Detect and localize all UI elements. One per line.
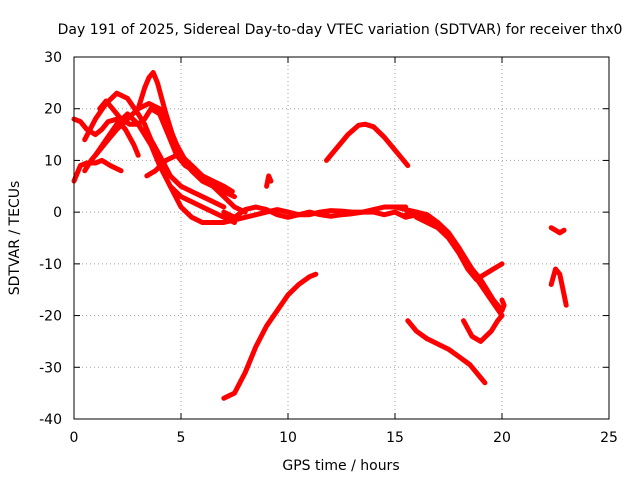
series-track-17 xyxy=(461,313,505,344)
y-tick-label: -10 xyxy=(39,257,62,273)
chart-title: Day 191 of 2025, Sidereal Day-to-day VTE… xyxy=(58,22,623,38)
series-track-13 xyxy=(324,121,411,169)
series-track-3 xyxy=(82,90,227,210)
y-tick-label: 20 xyxy=(44,102,62,118)
y-axis-ticks: -40 -30 -20 -10 0 10 20 30 xyxy=(39,50,609,428)
series-track-12 xyxy=(221,271,319,401)
y-tick-label: 30 xyxy=(44,50,62,66)
data-series xyxy=(71,70,569,401)
x-tick-label: 0 xyxy=(70,430,79,446)
y-tick-label: 0 xyxy=(53,205,62,221)
x-tick-label: 15 xyxy=(386,430,404,446)
y-axis-label: SDTVAR / TECUs xyxy=(7,181,23,296)
series-track-1 xyxy=(71,116,141,158)
series-track-18 xyxy=(405,318,488,386)
series-track-7 xyxy=(135,70,248,215)
y-tick-label: 10 xyxy=(44,153,62,169)
y-tick-label: -20 xyxy=(39,309,62,325)
plot-frame xyxy=(73,56,610,420)
series-track-8 xyxy=(144,152,235,194)
x-axis-label: GPS time / hours xyxy=(282,458,399,474)
grid-lines xyxy=(74,57,609,419)
series-track-19 xyxy=(548,225,567,236)
series-track-16 xyxy=(403,209,505,319)
series-track-10 xyxy=(221,204,430,220)
y-tick-label: -40 xyxy=(39,412,62,428)
y-tick-label: -30 xyxy=(39,360,62,376)
x-axis-ticks: 0 5 10 15 20 25 xyxy=(70,57,618,446)
series-track-20 xyxy=(548,266,569,308)
x-tick-label: 25 xyxy=(600,430,618,446)
series-track-2 xyxy=(71,157,124,184)
x-tick-label: 20 xyxy=(493,430,511,446)
x-tick-label: 10 xyxy=(279,430,297,446)
series-track-11 xyxy=(264,173,274,189)
x-tick-label: 5 xyxy=(177,430,186,446)
series-track-21 xyxy=(499,297,507,313)
